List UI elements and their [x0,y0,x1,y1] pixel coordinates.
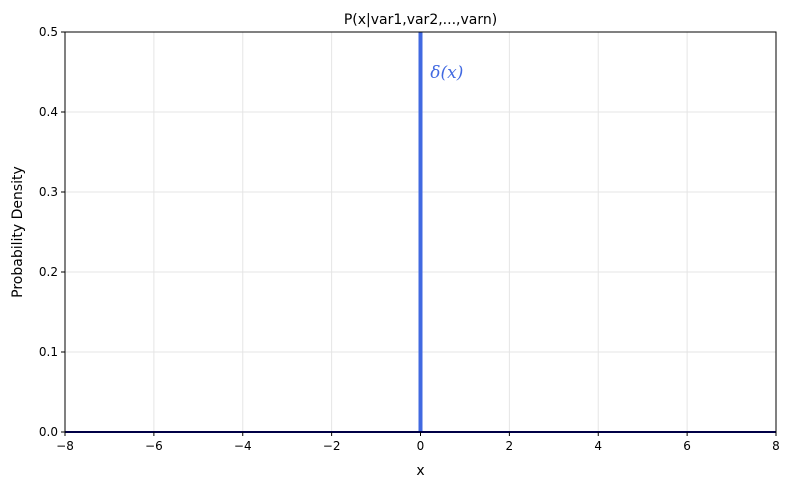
x-tick-label: −4 [234,439,252,453]
x-axis-title: x [416,463,424,479]
y-tick-label: 0.1 [39,345,58,359]
x-tick-label: 8 [772,439,780,453]
y-tick-label: 0.2 [39,265,58,279]
x-tick-label: 2 [506,439,514,453]
x-tick-label: 0 [417,439,425,453]
chart-title: P(x|var1,var2,...,varn) [344,12,497,28]
x-tick-label: −6 [145,439,163,453]
x-tick-label: 6 [683,439,691,453]
ticks: −8 −6 −4 −2 0 2 4 6 8 0.0 0.1 0.2 0.3 0.4 0.5 [39,25,780,453]
annotations: δ(x) [430,63,463,83]
x-tick-label: 4 [594,439,602,453]
delta-annotation: δ(x) [430,63,463,83]
x-tick-label: −8 [56,439,74,453]
y-tick-label: 0.0 [39,425,58,439]
x-tick-label: −2 [323,439,341,453]
y-axis-title: Probability Density [10,166,26,298]
y-tick-label: 0.3 [39,185,58,199]
y-tick-label: 0.5 [39,25,58,39]
series-layer [65,32,776,433]
y-tick-label: 0.4 [39,105,58,119]
